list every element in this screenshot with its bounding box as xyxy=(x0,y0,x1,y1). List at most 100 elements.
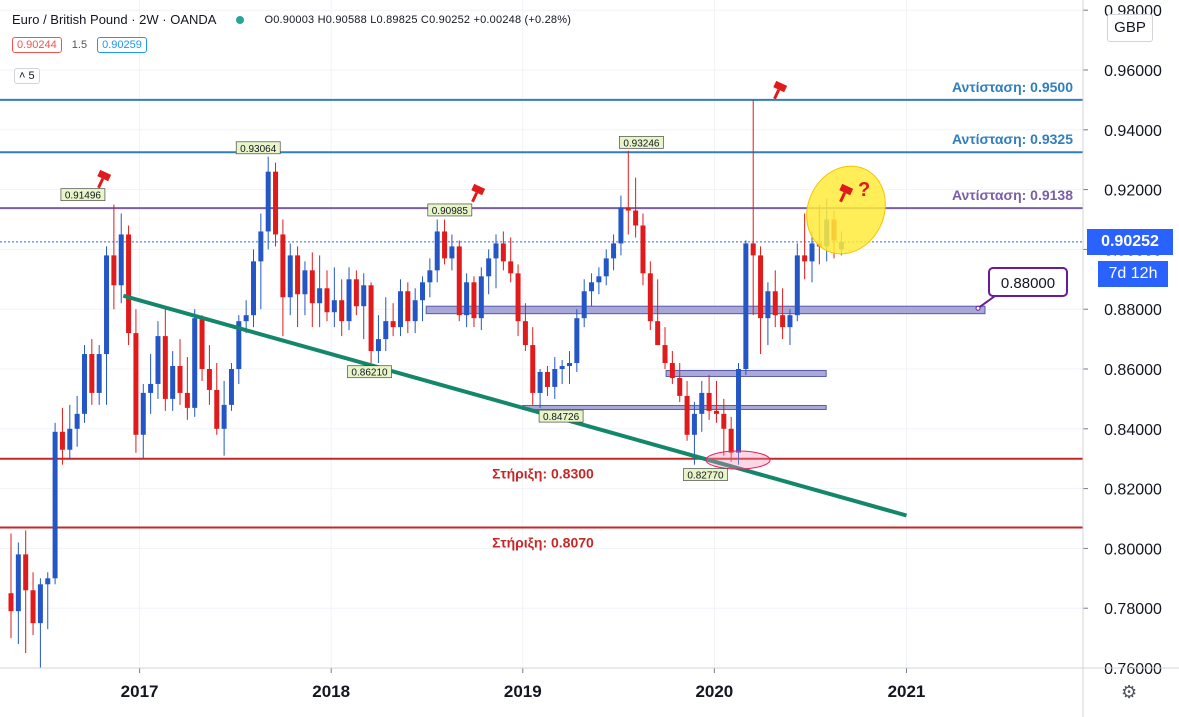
candle-body xyxy=(162,336,168,399)
candle-body xyxy=(537,371,543,393)
candle-body xyxy=(493,243,499,259)
candle-body xyxy=(148,383,154,393)
hammer-icon xyxy=(773,80,788,100)
candle-body xyxy=(368,285,374,352)
candle-body xyxy=(140,392,146,435)
hammer-handle xyxy=(773,89,781,100)
candle-body xyxy=(295,255,301,295)
zone-callout-anchor xyxy=(975,305,981,311)
candle-body xyxy=(302,270,308,295)
candles xyxy=(8,99,844,668)
chart-header: Euro / British Pound · 2W · OANDA O0.900… xyxy=(12,12,571,27)
x-tick-label: 2017 xyxy=(121,682,159,701)
candle-body xyxy=(228,369,234,405)
candle-body xyxy=(45,578,51,585)
x-tick-label: 2020 xyxy=(695,682,733,701)
hammer-head xyxy=(839,183,854,196)
candle-body xyxy=(559,366,565,369)
candle-body xyxy=(170,366,176,399)
zone-callout-box xyxy=(988,267,1068,297)
y-tick-label: 0.94000 xyxy=(1104,123,1162,140)
candle-body xyxy=(434,231,440,271)
price-label-box xyxy=(60,188,106,202)
candle-body xyxy=(574,318,580,364)
hammer-icon xyxy=(471,183,486,203)
hammer-head xyxy=(97,169,112,182)
y-tick-label: 0.80000 xyxy=(1104,541,1162,558)
candle-body xyxy=(37,584,43,624)
candle-body xyxy=(736,369,742,453)
candle-body xyxy=(552,369,558,387)
candle-body xyxy=(427,270,433,283)
candle-body xyxy=(500,243,506,262)
gear-icon[interactable]: ⚙ xyxy=(1121,682,1138,702)
candle-body xyxy=(442,231,448,259)
price-label-box xyxy=(347,365,392,379)
candle-body xyxy=(625,207,631,211)
ohlc-values: O0.90003 H0.90588 L0.89825 C0.90252 +0.0… xyxy=(264,13,572,26)
currency-label[interactable]: GBP xyxy=(1107,14,1153,42)
candle-body xyxy=(508,261,514,274)
price-label-box xyxy=(683,468,728,481)
candle-body xyxy=(589,282,595,292)
candle-body xyxy=(684,395,690,435)
candle-body xyxy=(265,171,271,232)
candle-body xyxy=(699,392,705,414)
candle-body xyxy=(765,291,771,319)
price-label-box xyxy=(235,141,281,155)
candle-body xyxy=(486,258,492,277)
candle-body xyxy=(618,207,624,244)
sell-price-button[interactable]: 0.90244 xyxy=(12,37,62,53)
candle-body xyxy=(677,377,683,396)
annotations: ? xyxy=(97,80,886,470)
level-label: Αντίσταση: 0.9325 xyxy=(952,131,1073,147)
market-open-indicator xyxy=(236,15,245,24)
candle-body xyxy=(346,279,352,322)
zone-callout-text: 0.88000 xyxy=(1001,275,1055,292)
candle-body xyxy=(155,336,161,384)
price-label-text: 0.91496 xyxy=(65,191,102,202)
candle-body xyxy=(258,231,264,262)
price-label-text: 0.93064 xyxy=(240,144,277,155)
price-label-box xyxy=(538,409,584,423)
candle-body xyxy=(611,243,617,259)
candle-body xyxy=(8,593,14,612)
level-label: Αντίσταση: 0.9138 xyxy=(952,187,1073,203)
hammer-head xyxy=(773,80,788,93)
candle-body xyxy=(691,413,697,435)
candle-body xyxy=(104,255,110,355)
candle-body xyxy=(118,234,124,286)
candle-body xyxy=(30,590,36,624)
candle-body xyxy=(566,363,572,367)
trade-buttons: 0.90244 1.5 0.90259 xyxy=(12,37,147,53)
buy-price-button[interactable]: 0.90259 xyxy=(97,37,147,53)
hammer-handle xyxy=(471,192,479,203)
price-label-text: 0.93246 xyxy=(623,138,660,149)
price-label-text: 0.84726 xyxy=(543,412,580,423)
candle-body xyxy=(647,273,653,322)
candle-body xyxy=(243,315,249,322)
candle-body xyxy=(251,261,257,316)
candle-body xyxy=(280,234,286,298)
bar-countdown-tag: 7d 12h xyxy=(1098,261,1168,287)
indicator-count: 5 xyxy=(28,70,35,82)
candle-body xyxy=(787,315,793,328)
hammer-handle xyxy=(97,178,105,189)
candle-body xyxy=(67,428,73,450)
candle-body xyxy=(640,225,646,274)
candle-body xyxy=(273,171,279,235)
price-label-box xyxy=(619,135,664,149)
horizontal-lines: Αντίσταση: 0.9500 Αντίσταση: 0.9325 Αντίστ… xyxy=(0,79,1083,550)
y-tick-label: 0.84000 xyxy=(1104,422,1162,439)
symbol-title[interactable]: Euro / British Pound · 2W · OANDA xyxy=(12,12,217,27)
candle-body xyxy=(544,371,550,387)
indicator-toggle[interactable]: ˄ 5 xyxy=(14,68,40,84)
candle-body xyxy=(184,392,190,408)
question-mark: ? xyxy=(858,179,870,201)
last-price-tag: 0.90252 xyxy=(1087,229,1173,255)
candle-body xyxy=(530,345,536,393)
candle-body xyxy=(236,321,242,369)
candle-body xyxy=(177,366,183,393)
